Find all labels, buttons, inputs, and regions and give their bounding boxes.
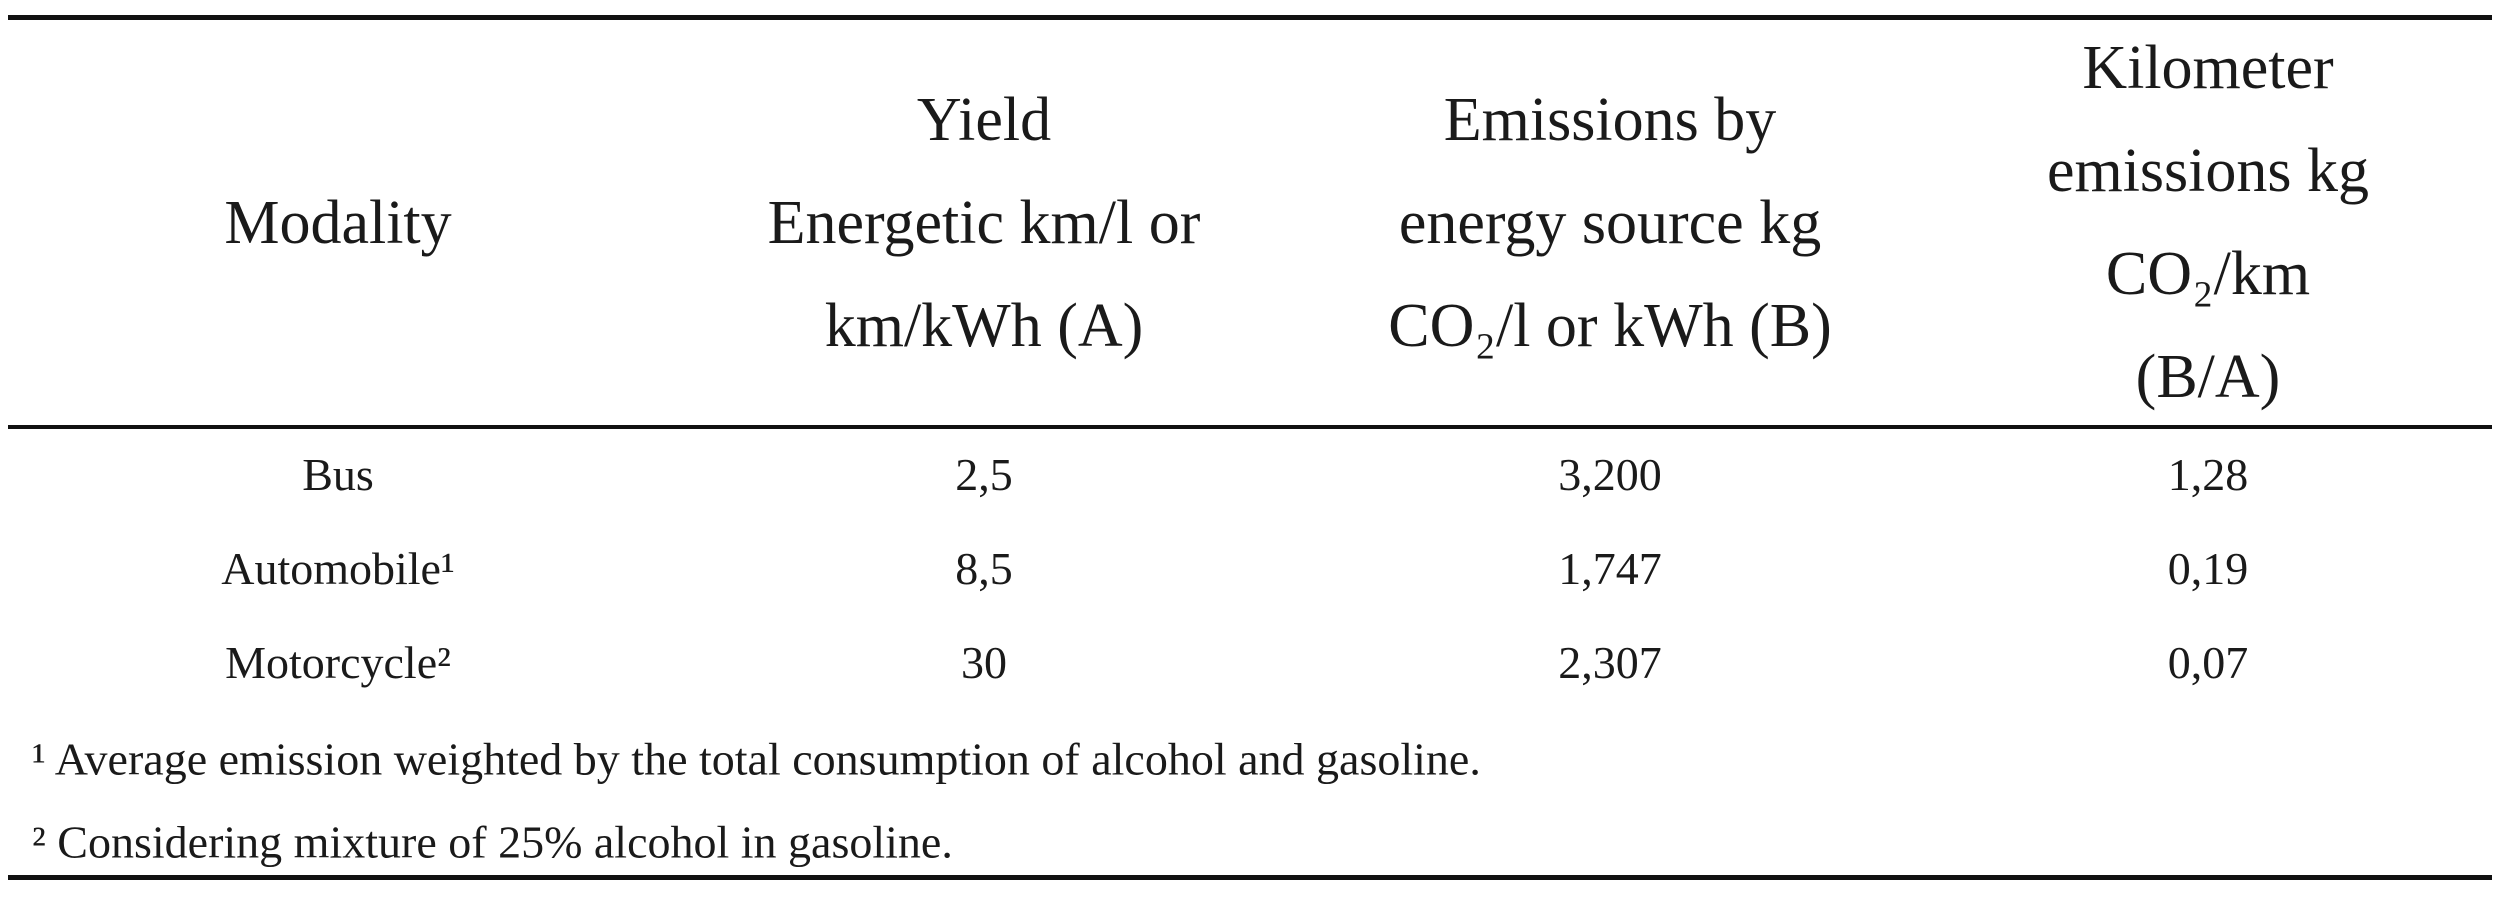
header-text: km/kWh (A): [824, 291, 1144, 360]
table-cell: 3,200: [1558, 449, 1662, 500]
header-cell: Emissions by energy source kg CO₂/l or kWh…: [1330, 19, 1890, 427]
header-text: Emissions by: [1443, 85, 1777, 154]
bottom-rule: [8, 875, 2492, 880]
table-cell: 2,5: [955, 449, 1013, 500]
footnote: ¹ Average emission weighted by the total…: [32, 733, 1481, 785]
table-cell: 8,5: [955, 543, 1013, 594]
table-cell: Motorcycle²: [225, 637, 451, 688]
header-text: Kilometer: [2082, 34, 2334, 102]
table-cell: Automobile¹: [221, 543, 455, 594]
table-cell: 0,07: [2167, 637, 2249, 688]
header-text: (B/A): [2135, 343, 2281, 411]
header-text: CO₂/km: [2105, 240, 2311, 308]
header-cell: Modality: [58, 19, 618, 427]
header-rule: [8, 425, 2492, 429]
header-cell: Yield Energetic km/l or km/kWh (A): [704, 19, 1264, 427]
header-cell: Kilometer emissions kg CO₂/km (B/A): [1928, 19, 2488, 427]
header-text: energy source kg: [1398, 188, 1822, 257]
header-text: CO₂/l or kWh (B): [1388, 291, 1832, 360]
top-rule: [8, 15, 2492, 20]
table-cell: 1,28: [2167, 449, 2249, 500]
table-cell: Bus: [302, 449, 374, 500]
header-text: Energetic km/l or: [767, 188, 1201, 257]
table-cell: 2,307: [1558, 637, 1662, 688]
table-cell: 30: [961, 637, 1007, 688]
header-text: Modality: [224, 188, 452, 257]
header-text: Yield: [916, 85, 1052, 154]
table-cell: 0,19: [2167, 543, 2249, 594]
table-cell: 1,747: [1558, 543, 1662, 594]
footnote: ² Considering mixture of 25% alcohol in …: [32, 816, 953, 868]
header-text: emissions kg: [2046, 137, 2370, 205]
